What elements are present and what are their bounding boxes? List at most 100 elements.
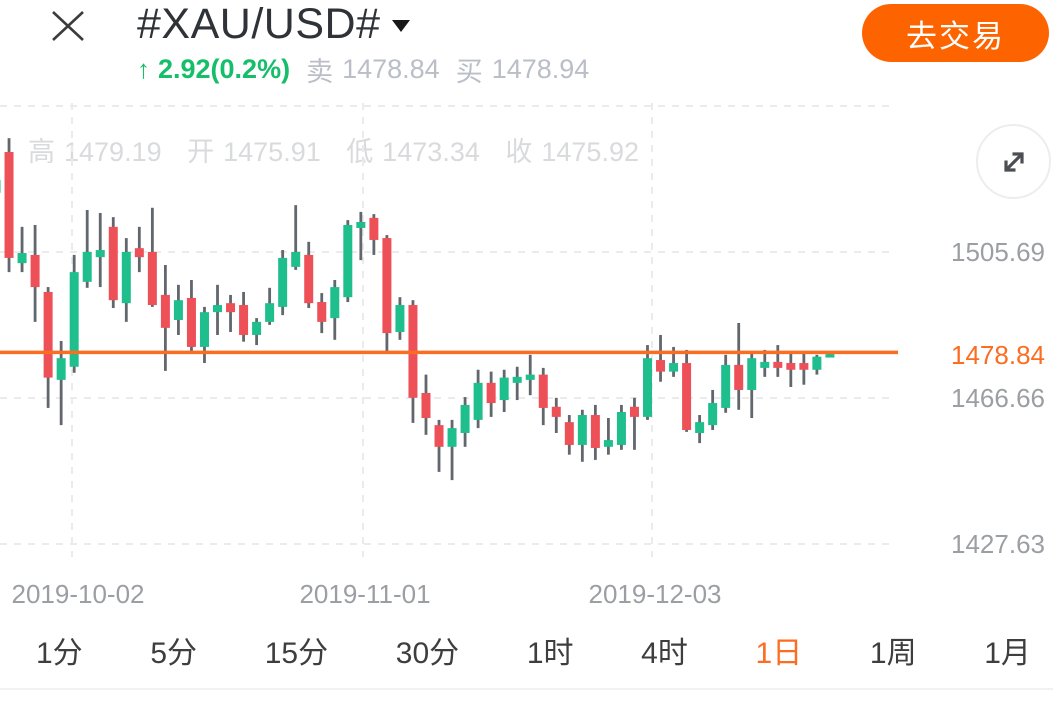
candle-wick [776,345,780,377]
high-label: 高 [28,137,55,167]
candle-wick [607,418,610,455]
candle-body [304,254,314,304]
candle-body [695,422,705,433]
chevron-down-icon [392,20,411,32]
timeframe-tab-15分[interactable]: 15分 [264,637,329,670]
low-value: 1473.34 [382,137,480,167]
candle-body [799,363,809,370]
symbol-selector[interactable]: #XAU/USD# [137,0,411,48]
x-axis-label: 2019-10-02 [11,579,145,609]
candle-body [577,415,587,445]
timeframe-tab-1时[interactable]: 1时 [526,637,574,670]
candle-body [460,404,470,433]
candle-body [564,422,574,445]
close-value: 1475.92 [541,137,639,167]
page-title: #XAU/USD# [137,0,381,48]
candle-wick [633,397,636,450]
candle-wick [85,210,89,288]
open-label: 开 [187,137,215,167]
candle-body [395,305,405,332]
candle-body [356,221,366,228]
candle-body [317,302,327,322]
candle-body [721,364,731,408]
candle-wick [229,294,232,332]
low-label: 低 [346,137,374,167]
candle-body [603,440,613,447]
timeframe-tab-1周[interactable]: 1周 [869,637,917,670]
candle-body [43,291,53,378]
candle-body [786,363,796,370]
candle-body [226,303,236,313]
candle-body [473,382,483,420]
candle-body [330,287,340,319]
candle-body [265,303,275,322]
candle-body [108,226,118,301]
close-button[interactable] [46,4,90,48]
quote-row: ↑ 2.92(0.2%) 卖 1478.84 买 1478.94 [137,52,605,87]
candle-body [669,363,679,372]
candle-body [239,305,249,335]
high-value: 1479.19 [64,137,162,167]
candle-body [734,364,744,390]
candle-body [825,354,835,358]
go-trade-button[interactable]: 去交易 [862,4,1049,62]
candle-body [656,360,666,372]
candle-body [551,406,561,417]
candle-body [121,251,131,304]
candle-body [812,356,822,370]
candle-body [616,412,626,445]
sell-price: 1478.84 [342,53,440,84]
candle-body [434,425,444,447]
timeframe-tab-5分[interactable]: 5分 [150,637,198,670]
candlestick-chart[interactable] [0,95,1053,570]
x-axis-label: 2019-11-01 [299,579,431,609]
candle-body [421,392,431,419]
candle-body [160,294,170,328]
candle-body [147,251,157,306]
close-label: 收 [505,137,533,167]
timeframe-tab-1月[interactable]: 1月 [984,637,1031,670]
candle-body [343,224,353,298]
candle-wick [294,205,298,270]
candle-body [82,251,92,282]
sell-label: 卖 [306,56,334,87]
candle-body [382,238,392,334]
buy-label: 买 [455,56,483,87]
timeframe-bar: 1分 5分 15分 30分 1时 4时 1日 1周 1月 [0,620,1053,690]
candle-body [17,253,27,264]
close-icon [52,11,84,41]
ohlc-legend: 高 1479.19 开 1475.91 低 1473.34 收 1475.92 [28,130,639,169]
y-axis-label: 1466.66 [951,382,1045,413]
candle-body [499,377,509,401]
candle-wick [672,346,675,377]
candle-wick [659,334,662,382]
candle-body [173,300,183,321]
timeframe-tab-1日[interactable]: 1日 [755,637,803,670]
candle-body [199,312,209,347]
candle-body [590,415,600,448]
timeframe-tab-30分[interactable]: 30分 [395,637,460,670]
open-value: 1475.91 [223,137,321,167]
candle-body [525,374,535,380]
candle-body [369,217,379,240]
y-axis-label: 1427.63 [951,528,1045,559]
timeframe-tab-1分[interactable]: 1分 [36,637,83,670]
candle-body [56,358,66,380]
candle-wick [450,419,454,481]
candle-body [682,363,692,430]
candle-body [30,254,40,288]
candle-body [4,152,14,258]
candle-body [773,361,783,368]
fullscreen-button[interactable] [976,124,1051,199]
candle-body [278,257,288,307]
candle-body [95,250,105,258]
x-axis-label: 2019-12-03 [588,579,722,609]
candle-body [486,382,496,404]
buy-price: 1478.94 [491,53,590,84]
candle-wick [359,211,363,261]
candle-body [512,376,522,383]
candle-body [447,428,457,447]
timeframe-tab-4时[interactable]: 4时 [641,637,688,670]
candle-wick [20,226,24,273]
